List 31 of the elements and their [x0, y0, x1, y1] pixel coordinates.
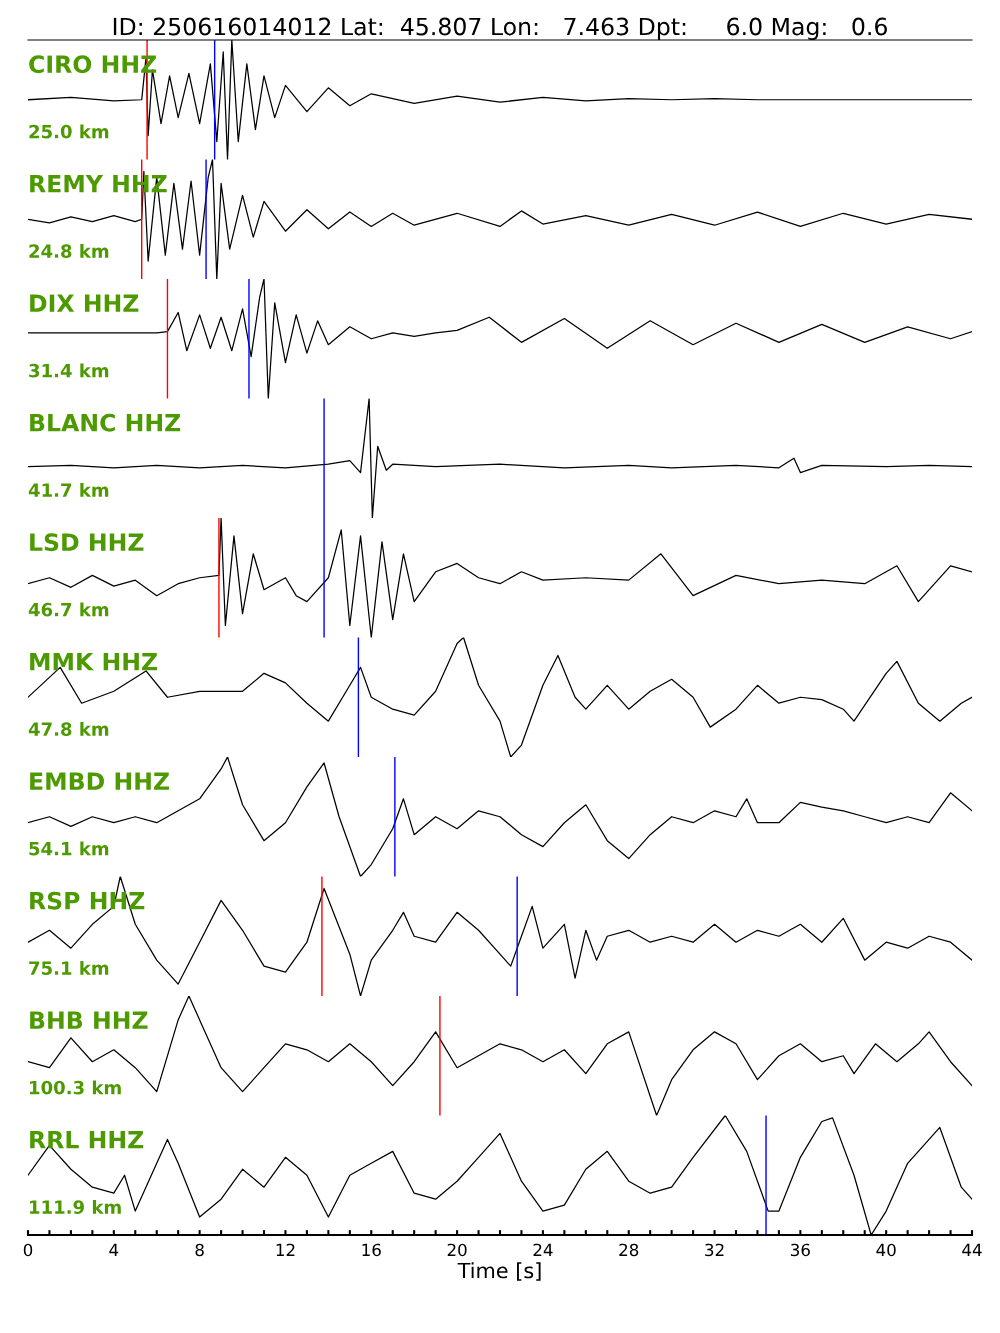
- annotation: 111.9 km: [30, 1199, 121, 1214]
- x-axis-title: Time [s]: [457, 1262, 541, 1281]
- annotation: LSD HHZ: [30, 533, 144, 552]
- x-tick-label: 40: [876, 1243, 896, 1257]
- x-tick-label: 20: [447, 1243, 467, 1257]
- annotation: BLANC HHZ: [30, 413, 181, 432]
- x-tick-label: 28: [619, 1243, 639, 1257]
- x-tick-label: 12: [276, 1243, 295, 1256]
- annotation: RRL HHZ: [30, 1131, 144, 1149]
- annotation: DIX HHZ: [30, 294, 139, 312]
- annotation: 41.7 km: [28, 482, 109, 497]
- annotation: 24.8 km: [29, 243, 109, 258]
- x-tick-label: 36: [791, 1243, 810, 1257]
- annotation: BHB HHZ: [30, 1011, 148, 1029]
- annotation: EMBD HHZ: [30, 772, 170, 790]
- x-tick-label: 24: [533, 1243, 553, 1256]
- annotation: 47.8 km: [28, 721, 109, 736]
- x-tick-label: 44: [962, 1243, 982, 1256]
- annotation: 31.4 km: [29, 363, 109, 378]
- annotation: 75.1 km: [29, 960, 109, 975]
- annotation: 54.1 km: [29, 841, 109, 856]
- x-tick-label: 0: [23, 1243, 33, 1257]
- annotation: MMK HHZ: [30, 653, 158, 671]
- x-tick-label: 16: [362, 1243, 381, 1257]
- x-tick-label: 32: [705, 1243, 724, 1257]
- chart-title: ID: 250616014012 Lat: 45.807 Lon: 7.463 Dpt: 6.0 Mag: 0.6: [113, 17, 887, 40]
- annotation: 25.0 km: [29, 124, 109, 139]
- x-tick-label: 8: [195, 1243, 204, 1257]
- annotation: 46.7 km: [28, 602, 109, 617]
- annotation: 100.3 km: [30, 1080, 121, 1095]
- x-tick-label: 4: [109, 1243, 119, 1256]
